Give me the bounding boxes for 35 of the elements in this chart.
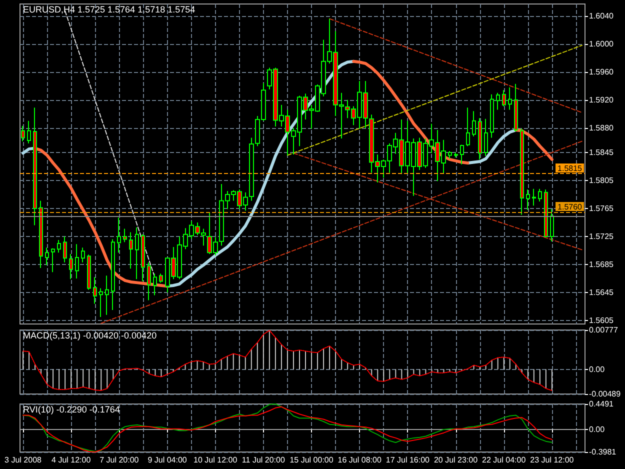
y-tick-label: 1.6000 xyxy=(589,39,614,48)
y-tick-label: 0.00 xyxy=(589,364,606,374)
x-tick-label: 7 Jul 20:00 xyxy=(100,456,140,464)
y-tick-label: 1.5960 xyxy=(589,67,614,76)
ref-line-label: 1.5815 xyxy=(558,164,583,173)
x-tick-label: 15 Jul 00:00 xyxy=(290,456,334,464)
y-tick-label: 1.5765 xyxy=(589,204,614,213)
y-tick-label: 1.5725 xyxy=(589,232,614,241)
y-tick-label: 1.5605 xyxy=(589,316,614,325)
chart-title: MACD(5,13,1) -0.00420 -0.00420 xyxy=(23,330,157,340)
y-tick-label: -0.00489 xyxy=(589,390,622,398)
x-tick-label: 4 Jul 12:00 xyxy=(52,456,92,464)
x-tick-label: 11 Jul 20:00 xyxy=(242,456,286,464)
y-tick-label: 1.5880 xyxy=(589,123,614,132)
chart-title: RVI(10) -0.2290 -0.1764 xyxy=(23,404,120,414)
y-tick-label: 0.4491 xyxy=(589,400,614,408)
y-tick-label: 0.00777 xyxy=(589,326,618,334)
x-tick-label: 20 Jul 23:00 xyxy=(434,456,478,464)
x-tick-label: 3 Jul 2008 xyxy=(4,456,42,464)
x-tick-label: 22 Jul 04:00 xyxy=(482,456,526,464)
y-tick-label: 1.5920 xyxy=(589,95,614,104)
y-tick-label: 1.6040 xyxy=(589,11,614,20)
x-tick-label: 10 Jul 12:00 xyxy=(194,456,238,464)
y-tick-label: 1.5685 xyxy=(589,260,614,269)
y-tick-label: 1.5845 xyxy=(589,148,614,157)
ref-line-label: 1.5760 xyxy=(558,202,583,212)
x-tick-label: 16 Jul 08:00 xyxy=(338,456,382,464)
x-tick-label: 23 Jul 12:00 xyxy=(530,456,574,464)
x-tick-label: 9 Jul 04:00 xyxy=(148,456,188,464)
y-tick-label: 1.5645 xyxy=(589,288,614,297)
y-tick-label: 1.5805 xyxy=(589,176,614,185)
y-tick-label: 0.00 xyxy=(589,424,606,434)
y-tick-label: -0.3981 xyxy=(589,448,617,456)
x-tick-label: 17 Jul 16:00 xyxy=(386,456,430,464)
chart-title: EURUSD,H4 1.5725 1.5764 1.5718 1.5754 xyxy=(23,4,196,14)
